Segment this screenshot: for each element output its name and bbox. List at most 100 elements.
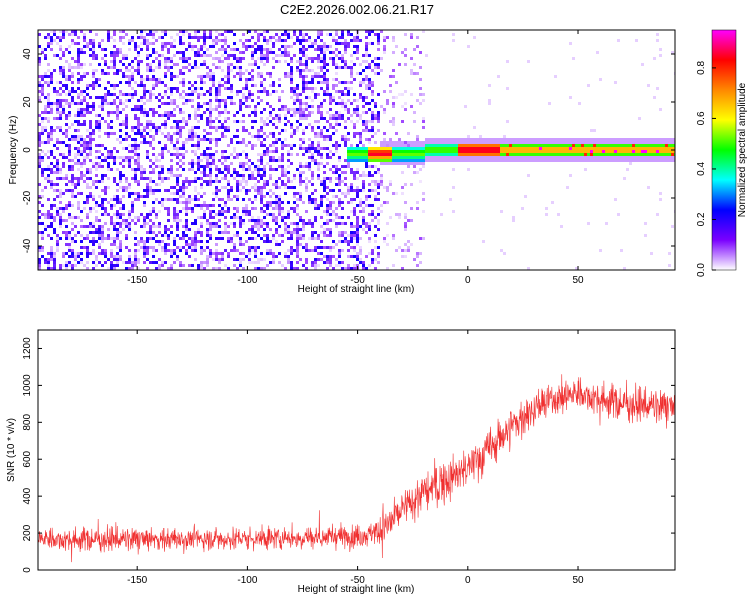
heatmap-cell [257,267,260,270]
heatmap-cell [53,261,56,264]
heatmap-cell [410,141,413,144]
heatmap-cell [659,159,662,162]
heatmap-cell [194,150,197,153]
heatmap-cell [59,177,62,180]
heatmap-cell [590,144,593,147]
heatmap-cell [371,84,374,87]
heatmap-cell [452,147,455,150]
heatmap-cell [110,54,113,57]
heatmap-cell [161,234,164,237]
heatmap-cell [326,255,329,258]
heatmap-cell [59,57,62,60]
heatmap-cell [314,258,317,261]
heatmap-cell [272,66,275,69]
heatmap-cell [152,36,155,39]
heatmap-cell [203,156,206,159]
heatmap-cell [206,162,209,165]
heatmap-cell [332,63,335,66]
heatmap-cell [146,33,149,36]
heatmap-cell [89,240,92,243]
heatmap-cell [362,186,365,189]
heatmap-cell [179,36,182,39]
heatmap-cell [248,45,251,48]
heatmap-cell [347,33,350,36]
heatmap-cell [335,111,338,114]
heatmap-cell [47,174,50,177]
heatmap-cell [59,222,62,225]
heatmap-cell [161,246,164,249]
heatmap-cell [248,168,251,171]
heatmap-cell [272,252,275,255]
heatmap-cell [305,87,308,90]
heatmap-cell [269,213,272,216]
heatmap-cell [656,150,659,153]
heatmap-cell [623,177,626,180]
heatmap-cell [341,207,344,210]
heatmap-cell [197,120,200,123]
heatmap-cell [200,48,203,51]
heatmap-cell [521,159,524,162]
heatmap-cell [377,252,380,255]
heatmap-cell [278,114,281,117]
heatmap-cell [140,174,143,177]
heatmap-cell [56,108,59,111]
heatmap-cell [323,54,326,57]
heatmap-cell [194,132,197,135]
heatmap-cell [620,153,623,156]
heatmap-cell [59,267,62,270]
heatmap-cell [137,180,140,183]
heatmap-cell [266,225,269,228]
heatmap-cell [323,72,326,75]
heatmap-cell [185,228,188,231]
heatmap-cell [83,123,86,126]
heatmap-cell [74,60,77,63]
heatmap-cell [122,219,125,222]
heatmap-cell [68,93,71,96]
heatmap-cell [158,114,161,117]
heatmap-cell [239,90,242,93]
heatmap-cell [323,171,326,174]
heatmap-cell [143,42,146,45]
heatmap-cell [386,267,389,270]
heatmap-cell [119,246,122,249]
heatmap-cell [200,195,203,198]
heatmap-cell [149,228,152,231]
heatmap-cell [338,255,341,258]
heatmap-cell [128,258,131,261]
heatmap-cell [206,117,209,120]
heatmap-cell [137,198,140,201]
heatmap-cell [347,267,350,270]
heatmap-cell [326,213,329,216]
heatmap-cell [71,252,74,255]
heatmap-cell [47,99,50,102]
heatmap-cell [116,54,119,57]
heatmap-cell [326,219,329,222]
heatmap-cell [404,243,407,246]
heatmap-cell [302,84,305,87]
heatmap-cell [92,54,95,57]
heatmap-cell [224,99,227,102]
heatmap-cell [257,39,260,42]
heatmap-cell [260,33,263,36]
heatmap-cell [440,159,443,162]
heatmap-cell [116,69,119,72]
heatmap-cell [104,156,107,159]
heatmap-cell [158,264,161,267]
heatmap-cell [86,177,89,180]
heatmap-cell [458,153,461,156]
heatmap-cell [353,156,356,159]
heatmap-cell [407,144,410,147]
heatmap-cell [65,189,68,192]
heatmap-cell [254,114,257,117]
heatmap-cell [314,93,317,96]
heatmap-cell [287,180,290,183]
heatmap-cell [245,144,248,147]
heatmap-cell [587,156,590,159]
heatmap-cell [314,48,317,51]
heatmap-cell [278,99,281,102]
heatmap-cell [371,90,374,93]
heatmap-cell [92,261,95,264]
heatmap-cell [44,54,47,57]
heatmap-cell [341,90,344,93]
heatmap-cell [374,63,377,66]
